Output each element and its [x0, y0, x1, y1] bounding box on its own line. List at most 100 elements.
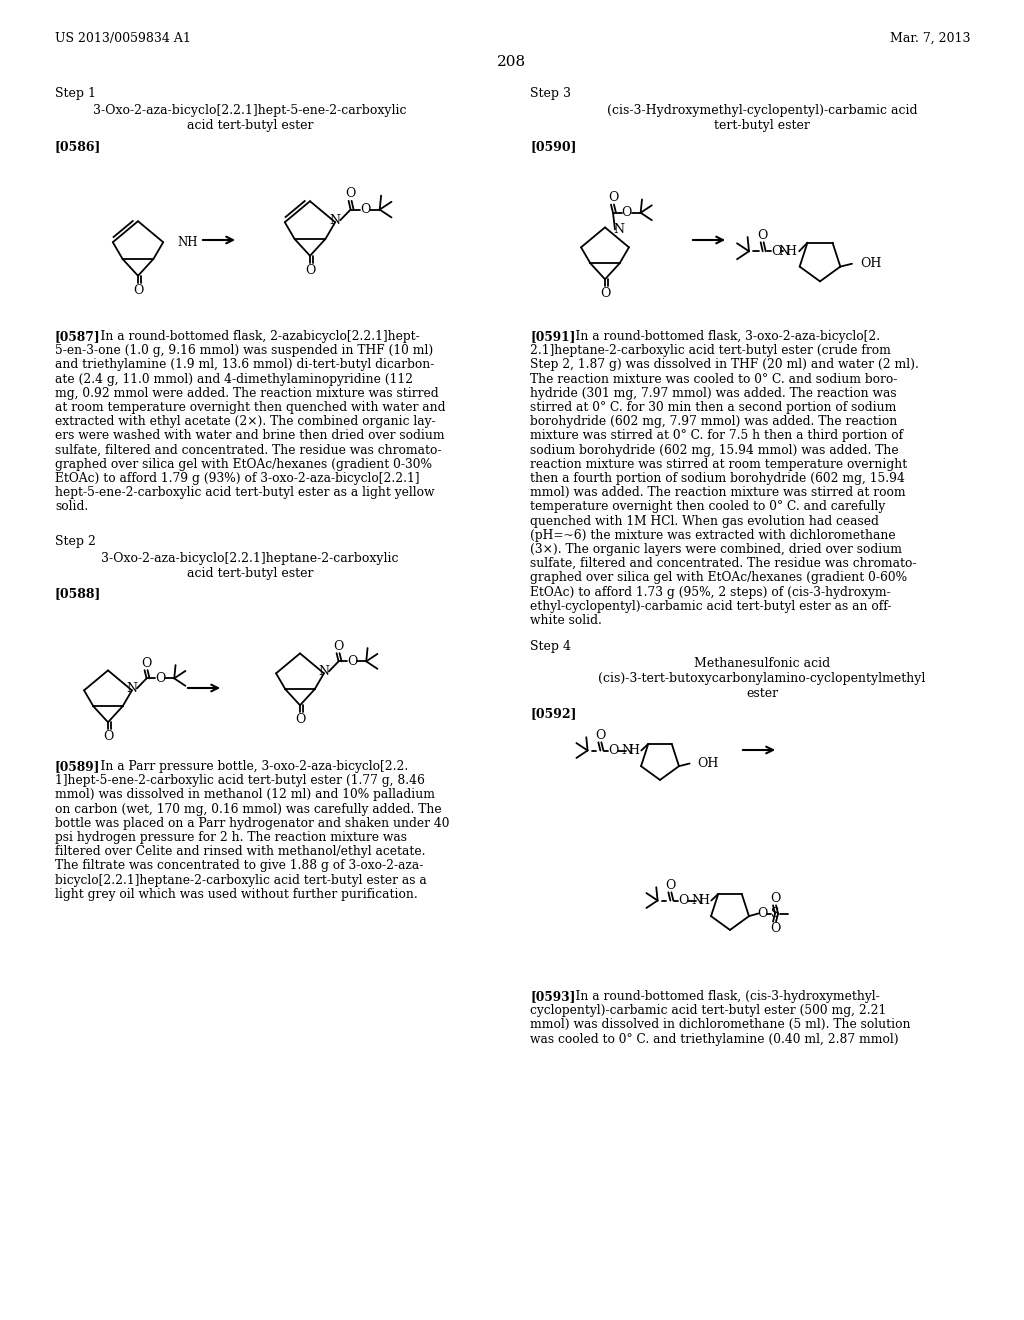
Text: H: H — [785, 244, 797, 257]
Text: sulfate, filtered and concentrated. The residue was chromato-: sulfate, filtered and concentrated. The … — [530, 557, 916, 570]
Text: mg, 0.92 mmol were added. The reaction mixture was stirred: mg, 0.92 mmol were added. The reaction m… — [55, 387, 438, 400]
Text: extracted with ethyl acetate (2×). The combined organic lay-: extracted with ethyl acetate (2×). The c… — [55, 416, 435, 428]
Text: solid.: solid. — [55, 500, 88, 513]
Text: tert-butyl ester: tert-butyl ester — [714, 119, 810, 132]
Text: was cooled to 0° C. and triethylamine (0.40 ml, 2.87 mmol): was cooled to 0° C. and triethylamine (0… — [530, 1032, 899, 1045]
Text: O: O — [770, 923, 780, 935]
Text: US 2013/0059834 A1: US 2013/0059834 A1 — [55, 32, 190, 45]
Text: O: O — [305, 264, 315, 277]
Text: In a Parr pressure bottle, 3-oxo-2-aza-bicyclo[2.2.: In a Parr pressure bottle, 3-oxo-2-aza-b… — [85, 760, 409, 774]
Text: graphed over silica gel with EtOAc/hexanes (gradient 0-60%: graphed over silica gel with EtOAc/hexan… — [530, 572, 907, 585]
Text: (cis)-3-tert-butoxycarbonylamino-cyclopentylmethyl: (cis)-3-tert-butoxycarbonylamino-cyclope… — [598, 672, 926, 685]
Text: O: O — [102, 730, 114, 743]
Text: Methanesulfonic acid: Methanesulfonic acid — [694, 657, 830, 671]
Text: [0590]: [0590] — [530, 140, 577, 153]
Text: light grey oil which was used without further purification.: light grey oil which was used without fu… — [55, 888, 418, 900]
Text: at room temperature overnight then quenched with water and: at room temperature overnight then quenc… — [55, 401, 445, 414]
Text: [0586]: [0586] — [55, 140, 101, 153]
Text: bicyclo[2.2.1]heptane-2-carboxylic acid tert-butyl ester as a: bicyclo[2.2.1]heptane-2-carboxylic acid … — [55, 874, 427, 887]
Text: reaction mixture was stirred at room temperature overnight: reaction mixture was stirred at room tem… — [530, 458, 907, 471]
Text: sodium borohydride (602 mg, 15.94 mmol) was added. The: sodium borohydride (602 mg, 15.94 mmol) … — [530, 444, 899, 457]
Text: O: O — [295, 713, 305, 726]
Text: N: N — [778, 244, 790, 257]
Text: graphed over silica gel with EtOAc/hexanes (gradient 0-30%: graphed over silica gel with EtOAc/hexan… — [55, 458, 432, 471]
Text: hept-5-ene-2-carboxylic acid tert-butyl ester as a light yellow: hept-5-ene-2-carboxylic acid tert-butyl … — [55, 486, 434, 499]
Text: borohydride (602 mg, 7.97 mmol) was added. The reaction: borohydride (602 mg, 7.97 mmol) was adde… — [530, 416, 897, 428]
Text: (pH=~6) the mixture was extracted with dichloromethane: (pH=~6) the mixture was extracted with d… — [530, 529, 896, 541]
Text: [0591]: [0591] — [530, 330, 575, 343]
Text: [0587]: [0587] — [55, 330, 100, 343]
Text: 3-Oxo-2-aza-bicyclo[2.2.1]heptane-2-carboxylic: 3-Oxo-2-aza-bicyclo[2.2.1]heptane-2-carb… — [101, 552, 398, 565]
Text: ester: ester — [745, 686, 778, 700]
Text: (cis-3-Hydroxymethyl-cyclopentyl)-carbamic acid: (cis-3-Hydroxymethyl-cyclopentyl)-carbam… — [606, 104, 918, 117]
Text: The reaction mixture was cooled to 0° C. and sodium boro-: The reaction mixture was cooled to 0° C.… — [530, 372, 897, 385]
Text: Step 2, 1.87 g) was dissolved in THF (20 ml) and water (2 ml).: Step 2, 1.87 g) was dissolved in THF (20… — [530, 359, 919, 371]
Text: N: N — [622, 744, 632, 756]
Text: mmol) was added. The reaction mixture was stirred at room: mmol) was added. The reaction mixture wa… — [530, 486, 905, 499]
Text: bottle was placed on a Parr hydrogenator and shaken under 40: bottle was placed on a Parr hydrogenator… — [55, 817, 450, 830]
Text: H: H — [629, 744, 639, 756]
Text: H: H — [698, 894, 710, 907]
Text: [0592]: [0592] — [530, 708, 577, 719]
Text: Step 4: Step 4 — [530, 640, 571, 653]
Text: mmol) was dissolved in dichloromethane (5 ml). The solution: mmol) was dissolved in dichloromethane (… — [530, 1019, 910, 1031]
Text: 5-en-3-one (1.0 g, 9.16 mmol) was suspended in THF (10 ml): 5-en-3-one (1.0 g, 9.16 mmol) was suspen… — [55, 345, 433, 358]
Text: O: O — [334, 640, 344, 652]
Text: O: O — [600, 286, 610, 300]
Text: 2.1]heptane-2-carboxylic acid tert-butyl ester (crude from: 2.1]heptane-2-carboxylic acid tert-butyl… — [530, 345, 891, 358]
Text: cyclopentyl)-carbamic acid tert-butyl ester (500 mg, 2.21: cyclopentyl)-carbamic acid tert-butyl es… — [530, 1005, 886, 1018]
Text: O: O — [757, 907, 767, 920]
Text: N: N — [330, 214, 341, 227]
Text: S: S — [771, 907, 779, 920]
Text: 1]hept-5-ene-2-carboxylic acid tert-butyl ester (1.77 g, 8.46: 1]hept-5-ene-2-carboxylic acid tert-buty… — [55, 775, 425, 787]
Text: O: O — [608, 191, 618, 205]
Text: N: N — [691, 894, 702, 907]
Text: O: O — [770, 892, 780, 904]
Text: EtOAc) to afford 1.79 g (93%) of 3-oxo-2-aza-bicyclo[2.2.1]: EtOAc) to afford 1.79 g (93%) of 3-oxo-2… — [55, 473, 420, 484]
Text: O: O — [622, 206, 632, 219]
Text: mixture was stirred at 0° C. for 7.5 h then a third portion of: mixture was stirred at 0° C. for 7.5 h t… — [530, 429, 903, 442]
Text: then a fourth portion of sodium borohydride (602 mg, 15.94: then a fourth portion of sodium borohydr… — [530, 473, 905, 484]
Text: In a round-bottomed flask, 3-oxo-2-aza-bicyclo[2.: In a round-bottomed flask, 3-oxo-2-aza-b… — [560, 330, 881, 343]
Text: Step 1: Step 1 — [55, 87, 96, 100]
Text: Step 2: Step 2 — [55, 535, 96, 548]
Text: [0589]: [0589] — [55, 760, 100, 774]
Text: mmol) was dissolved in methanol (12 ml) and 10% palladium: mmol) was dissolved in methanol (12 ml) … — [55, 788, 435, 801]
Text: [0593]: [0593] — [530, 990, 575, 1003]
Text: N: N — [126, 682, 137, 694]
Text: ethyl-cyclopentyl)-carbamic acid tert-butyl ester as an off-: ethyl-cyclopentyl)-carbamic acid tert-bu… — [530, 599, 892, 612]
Text: O: O — [771, 244, 781, 257]
Text: N: N — [613, 223, 624, 236]
Text: hydride (301 mg, 7.97 mmol) was added. The reaction was: hydride (301 mg, 7.97 mmol) was added. T… — [530, 387, 897, 400]
Text: OH: OH — [860, 257, 882, 271]
Text: O: O — [595, 729, 605, 742]
Text: O: O — [133, 284, 143, 297]
Text: O: O — [141, 656, 152, 669]
Text: NH: NH — [177, 236, 198, 248]
Text: acid tert-butyl ester: acid tert-butyl ester — [186, 568, 313, 579]
Text: white solid.: white solid. — [530, 614, 602, 627]
Text: O: O — [758, 228, 768, 242]
Text: [0588]: [0588] — [55, 587, 101, 601]
Text: 3-Oxo-2-aza-bicyclo[2.2.1]hept-5-ene-2-carboxylic: 3-Oxo-2-aza-bicyclo[2.2.1]hept-5-ene-2-c… — [93, 104, 407, 117]
Text: O: O — [347, 655, 357, 668]
Text: O: O — [360, 203, 371, 216]
Text: The filtrate was concentrated to give 1.88 g of 3-oxo-2-aza-: The filtrate was concentrated to give 1.… — [55, 859, 423, 873]
Text: O: O — [678, 894, 688, 907]
Text: ers were washed with water and brine then dried over sodium: ers were washed with water and brine the… — [55, 429, 444, 442]
Text: ate (2.4 g, 11.0 mmol) and 4-dimethylaminopyridine (112: ate (2.4 g, 11.0 mmol) and 4-dimethylami… — [55, 372, 413, 385]
Text: acid tert-butyl ester: acid tert-butyl ester — [186, 119, 313, 132]
Text: and triethylamine (1.9 ml, 13.6 mmol) di-tert-butyl dicarbon-: and triethylamine (1.9 ml, 13.6 mmol) di… — [55, 359, 434, 371]
Text: filtered over Celite and rinsed with methanol/ethyl acetate.: filtered over Celite and rinsed with met… — [55, 845, 426, 858]
Text: (3×). The organic layers were combined, dried over sodium: (3×). The organic layers were combined, … — [530, 543, 902, 556]
Text: Step 3: Step 3 — [530, 87, 571, 100]
Text: OH: OH — [697, 756, 719, 770]
Text: Mar. 7, 2013: Mar. 7, 2013 — [890, 32, 970, 45]
Text: EtOAc) to afford 1.73 g (95%, 2 steps) of (cis-3-hydroxym-: EtOAc) to afford 1.73 g (95%, 2 steps) o… — [530, 586, 891, 598]
Text: N: N — [318, 665, 330, 678]
Text: on carbon (wet, 170 mg, 0.16 mmol) was carefully added. The: on carbon (wet, 170 mg, 0.16 mmol) was c… — [55, 803, 441, 816]
Text: O: O — [156, 672, 166, 685]
Text: O: O — [345, 187, 355, 201]
Text: In a round-bottomed flask, 2-azabicyclo[2.2.1]hept-: In a round-bottomed flask, 2-azabicyclo[… — [85, 330, 420, 343]
Text: 208: 208 — [498, 55, 526, 69]
